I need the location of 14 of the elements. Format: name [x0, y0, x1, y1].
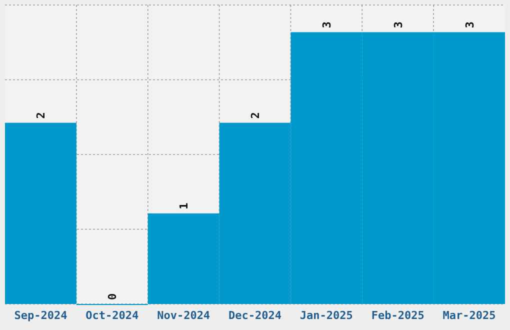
x-tick-label: Sep-2024	[14, 309, 68, 322]
data-label: 0	[106, 293, 120, 300]
x-tick-label: Jan-2025	[300, 309, 353, 322]
data-label: 3	[320, 22, 334, 28]
data-label: 2	[249, 112, 262, 119]
data-label: 3	[463, 22, 476, 28]
data-label: 1	[178, 202, 191, 210]
x-tick-label: Nov-2024	[157, 309, 210, 322]
x-tick-label: Feb-2025	[371, 309, 424, 322]
x-tick-label: Oct-2024	[86, 309, 140, 322]
x-tick-label: Dec-2024	[228, 309, 282, 322]
data-label: 3	[392, 22, 405, 28]
data-label: 2	[34, 112, 48, 119]
x-tick-label: Mar-2025	[442, 309, 496, 322]
